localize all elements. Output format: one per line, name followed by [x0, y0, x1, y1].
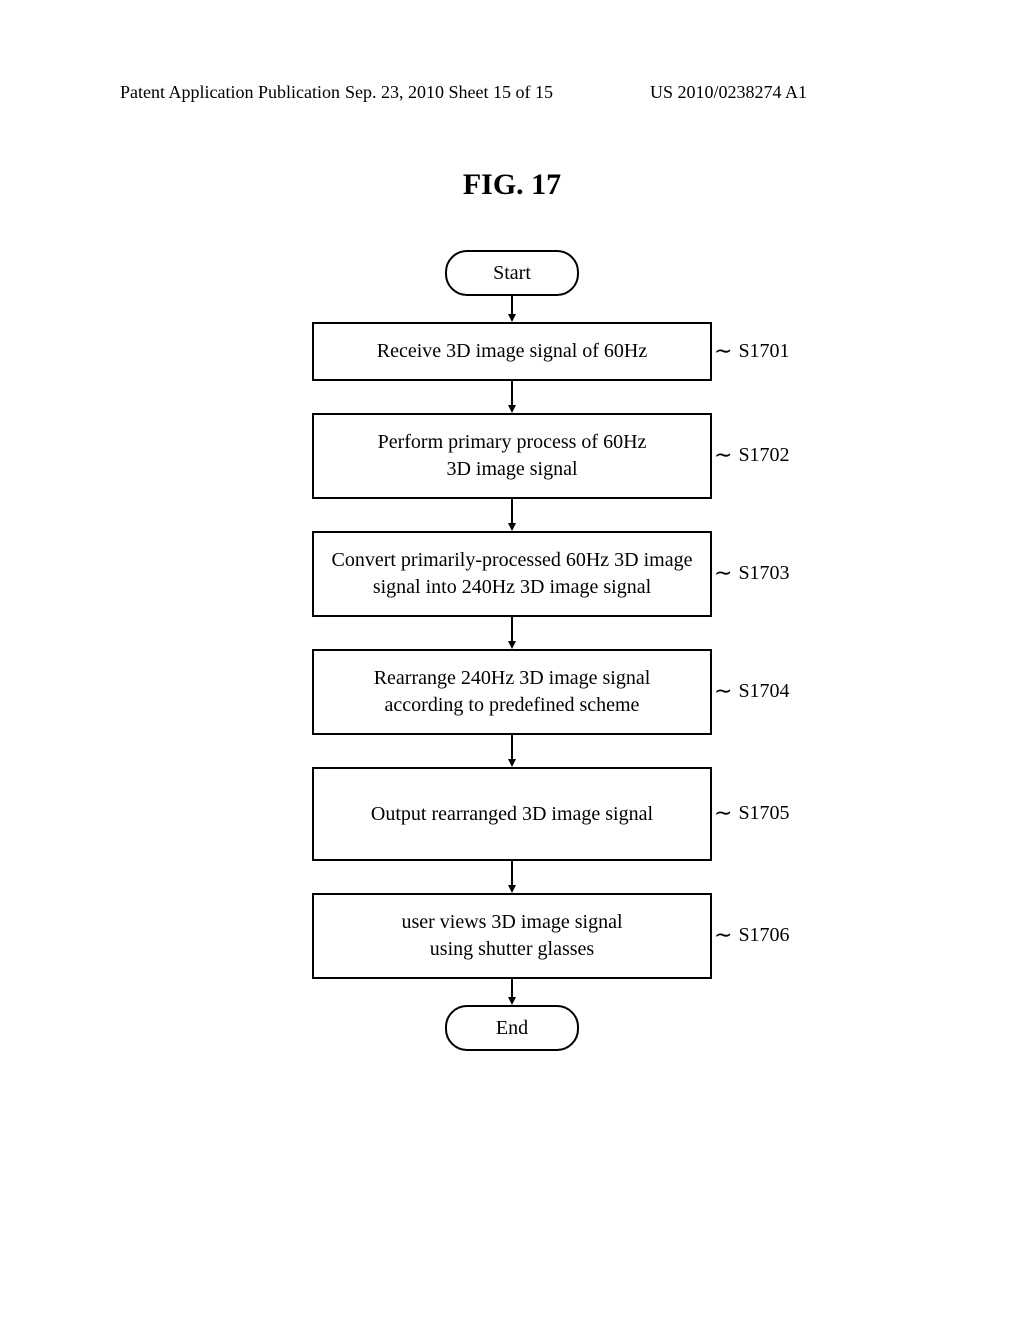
- flowchart: Start Receive 3D image signal of 60Hz ∼ …: [302, 250, 722, 1051]
- header-mid: Sep. 23, 2010 Sheet 15 of 15: [345, 82, 553, 103]
- step-label: ∼ S1704: [714, 677, 790, 707]
- step-text: 3D image signal: [446, 456, 577, 483]
- connector: [302, 861, 722, 893]
- end-terminator: End: [445, 1005, 579, 1051]
- step-text: Output rearranged 3D image signal: [371, 801, 653, 828]
- connector: [302, 617, 722, 649]
- header-left: Patent Application Publication: [120, 82, 340, 103]
- step-label: ∼ S1705: [714, 799, 790, 829]
- connector: [302, 381, 722, 413]
- tilde-icon: ∼: [714, 798, 732, 828]
- step-label-text: S1701: [738, 338, 789, 365]
- start-terminator: Start: [445, 250, 579, 296]
- tilde-icon: ∼: [714, 558, 732, 588]
- flow-step: Receive 3D image signal of 60Hz ∼ S1701: [312, 322, 712, 381]
- step-label-text: S1705: [738, 801, 789, 828]
- step-label: ∼ S1706: [714, 921, 790, 951]
- flow-step: Convert primarily-processed 60Hz 3D imag…: [312, 531, 712, 617]
- arrow-icon: [502, 296, 522, 322]
- step-text: user views 3D image signal: [401, 909, 622, 936]
- connector: [302, 735, 722, 767]
- step-text: Rearrange 240Hz 3D image signal: [374, 665, 651, 692]
- arrow-icon: [502, 979, 522, 1005]
- tilde-icon: ∼: [714, 336, 732, 366]
- connector: [302, 499, 722, 531]
- step-text: Perform primary process of 60Hz: [378, 429, 647, 456]
- tilde-icon: ∼: [714, 440, 732, 470]
- connector: [302, 296, 722, 322]
- end-label: End: [496, 1017, 528, 1040]
- step-label: ∼ S1701: [714, 337, 790, 367]
- arrow-icon: [502, 861, 522, 893]
- connector: [302, 979, 722, 1005]
- page: Patent Application Publication Sep. 23, …: [0, 0, 1024, 1320]
- arrow-icon: [502, 499, 522, 531]
- step-label-text: S1702: [738, 443, 789, 470]
- step-label: ∼ S1702: [714, 441, 790, 471]
- figure-title: FIG. 17: [0, 168, 1024, 202]
- step-label-text: S1703: [738, 561, 789, 588]
- start-label: Start: [493, 262, 531, 285]
- arrow-icon: [502, 735, 522, 767]
- tilde-icon: ∼: [714, 920, 732, 950]
- step-label-text: S1706: [738, 923, 789, 950]
- flow-step: Rearrange 240Hz 3D image signal accordin…: [312, 649, 712, 735]
- arrow-icon: [502, 617, 522, 649]
- arrow-icon: [502, 381, 522, 413]
- flow-step: Output rearranged 3D image signal ∼ S170…: [312, 767, 712, 861]
- step-text: according to predefined scheme: [385, 692, 640, 719]
- step-text: using shutter glasses: [430, 936, 594, 963]
- step-label-text: S1704: [738, 679, 789, 706]
- step-text: Convert primarily-processed 60Hz 3D imag…: [331, 547, 692, 574]
- step-text: Receive 3D image signal of 60Hz: [377, 338, 647, 365]
- flow-step: Perform primary process of 60Hz 3D image…: [312, 413, 712, 499]
- tilde-icon: ∼: [714, 676, 732, 706]
- header-right: US 2010/0238274 A1: [650, 82, 807, 103]
- step-text: signal into 240Hz 3D image signal: [373, 574, 651, 601]
- flow-step: user views 3D image signal using shutter…: [312, 893, 712, 979]
- step-label: ∼ S1703: [714, 559, 790, 589]
